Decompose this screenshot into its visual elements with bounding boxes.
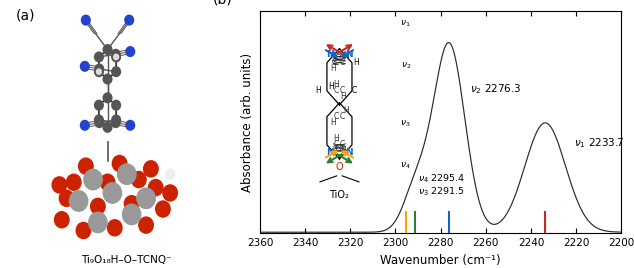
Circle shape [125, 15, 134, 25]
Circle shape [103, 122, 112, 132]
Circle shape [94, 115, 103, 125]
Circle shape [103, 93, 112, 103]
Circle shape [126, 121, 134, 130]
Text: $\nu_4$ 2295.4: $\nu_4$ 2295.4 [418, 173, 465, 185]
Circle shape [126, 47, 134, 57]
Circle shape [81, 62, 89, 71]
Circle shape [67, 174, 81, 190]
Circle shape [60, 190, 74, 206]
Text: $\nu_3$ 2291.5: $\nu_3$ 2291.5 [418, 186, 465, 198]
Circle shape [70, 191, 87, 211]
Y-axis label: Absorbance (arb. units): Absorbance (arb. units) [242, 52, 254, 192]
Circle shape [89, 212, 107, 233]
Text: $\nu_2$ 2276.3: $\nu_2$ 2276.3 [470, 82, 521, 96]
Circle shape [112, 52, 120, 62]
Circle shape [139, 217, 153, 233]
Circle shape [166, 169, 174, 179]
Circle shape [137, 188, 155, 209]
Circle shape [112, 118, 120, 128]
Circle shape [132, 172, 146, 188]
Circle shape [55, 212, 69, 228]
Text: (a): (a) [16, 8, 36, 22]
Circle shape [108, 220, 122, 236]
Text: Ti₉O₁₈H–O–TCNQ⁻: Ti₉O₁₈H–O–TCNQ⁻ [82, 255, 172, 265]
Circle shape [94, 67, 103, 77]
Circle shape [84, 169, 102, 190]
Circle shape [82, 15, 90, 25]
Circle shape [118, 164, 136, 184]
Circle shape [100, 174, 115, 190]
Circle shape [52, 177, 67, 193]
Circle shape [76, 222, 91, 239]
Text: (b): (b) [213, 0, 233, 6]
Circle shape [95, 118, 103, 128]
Circle shape [95, 64, 103, 74]
Circle shape [163, 185, 178, 201]
X-axis label: Wavenumber (cm⁻¹): Wavenumber (cm⁻¹) [380, 254, 501, 267]
Circle shape [124, 196, 139, 212]
Circle shape [112, 100, 120, 110]
Circle shape [112, 115, 120, 125]
Circle shape [103, 74, 112, 84]
Circle shape [94, 100, 103, 110]
Text: $\nu_1$ 2233.7: $\nu_1$ 2233.7 [574, 136, 624, 150]
Circle shape [144, 161, 158, 177]
Circle shape [113, 54, 119, 60]
Circle shape [103, 183, 122, 203]
Circle shape [112, 67, 120, 77]
Circle shape [122, 204, 141, 225]
Circle shape [94, 52, 103, 62]
Circle shape [91, 198, 105, 214]
Circle shape [112, 155, 127, 172]
Circle shape [103, 45, 112, 54]
Circle shape [96, 69, 101, 75]
Circle shape [148, 180, 163, 196]
Circle shape [112, 49, 120, 59]
Circle shape [156, 201, 170, 217]
Circle shape [81, 121, 89, 130]
Circle shape [79, 158, 93, 174]
